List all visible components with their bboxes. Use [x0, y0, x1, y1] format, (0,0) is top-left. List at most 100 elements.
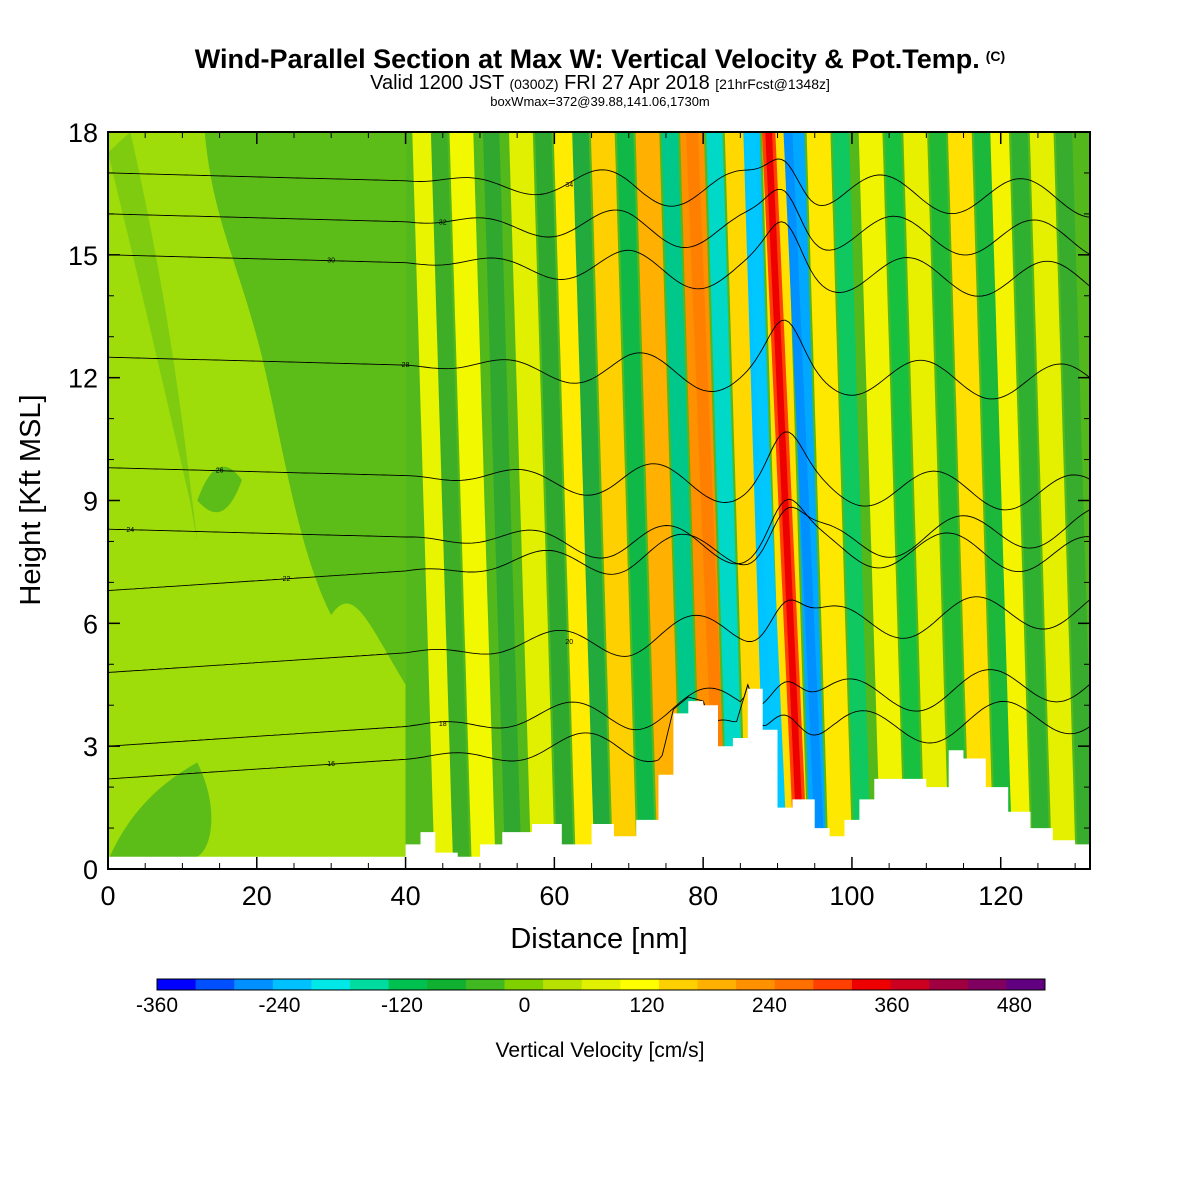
- colorbar-swatch: [929, 979, 969, 990]
- axes: 0 20 40 60 80 100 120 0 3 6 9 12 15 18: [68, 118, 1090, 911]
- field-patch: [197, 466, 242, 513]
- updraft-band: [590, 132, 637, 869]
- colorbar-frame: [156, 978, 1046, 991]
- colorbar-swatch: [465, 979, 505, 990]
- subtitle-date: FRI 27 Apr 2018: [564, 72, 710, 94]
- colorbar-swatch: [736, 979, 776, 990]
- downdraft-band: [482, 132, 522, 869]
- terrain-mask: [108, 688, 1090, 869]
- downdraft-band: [1011, 132, 1050, 869]
- strong-updraft: [686, 132, 728, 869]
- y-tick-label: 9: [83, 487, 98, 517]
- terrain: [108, 688, 1090, 869]
- downdraft-band: [572, 132, 611, 869]
- colorbar-swatch: [620, 979, 660, 990]
- isentrope-line: [108, 669, 1090, 747]
- updraft-band: [724, 132, 771, 869]
- colorbar-swatch: [427, 979, 467, 990]
- isentrope-label: 30: [327, 258, 335, 265]
- colorbar-tick-label: 240: [752, 994, 787, 1017]
- isentrope-line: [108, 506, 1090, 592]
- updraft-band: [903, 132, 950, 869]
- colorbar-swatch: [581, 979, 621, 990]
- colorbar-tick-label: 120: [629, 994, 664, 1017]
- isentrope-label: 34: [565, 182, 573, 189]
- colorbar-tick-label: 0: [519, 994, 531, 1017]
- colorbar-tick-label: -360: [136, 994, 178, 1017]
- colorbar-swatch: [350, 979, 390, 990]
- isentrope-label: 20: [565, 639, 573, 646]
- isentrope-line: [108, 431, 1090, 511]
- core-downdraft: [783, 132, 826, 869]
- colorbar-swatch: [504, 979, 544, 990]
- downdraft-band: [706, 132, 745, 869]
- isentrope-line: [108, 158, 1090, 218]
- colorbar-tick-label: -120: [381, 994, 423, 1017]
- subtitle-forecast: [21hrFcst@1348z]: [715, 76, 830, 92]
- isentrope-label: 16: [327, 761, 335, 768]
- box-info: boxWmax=372@39.88,141.06,1730m: [490, 94, 710, 109]
- downdraft-band: [661, 132, 701, 869]
- isentrope-label: 28: [402, 362, 410, 369]
- isentrope-line: [108, 188, 1090, 256]
- downdraft-band: [1055, 132, 1090, 869]
- isentrope-line: [108, 498, 1090, 573]
- updraft-band: [947, 132, 994, 869]
- downdraft-band: [929, 132, 968, 869]
- updraft-band: [985, 132, 1032, 869]
- y-tick-label: 0: [83, 855, 98, 885]
- colorbar-swatch: [272, 979, 312, 990]
- subtitle-utc: (0300Z): [509, 76, 559, 92]
- y-tick-label: 3: [83, 732, 98, 762]
- downdraft-band: [973, 132, 1013, 869]
- chart-subtitle: Valid 1200 JST (0300Z) FRI 27 Apr 2018 […: [0, 72, 1200, 95]
- chart-title: Wind-Parallel Section at Max W: Vertical…: [194, 44, 1006, 74]
- y-axis-label: Height [Kft MSL]: [15, 394, 47, 605]
- colorbar-swatch: [658, 979, 699, 990]
- y-tick-label: 15: [68, 241, 98, 271]
- downdraft-band: [430, 132, 470, 869]
- subtitle-time: Valid 1200 JST: [370, 72, 504, 94]
- colorbar-swatch: [813, 979, 853, 990]
- updraft-band: [806, 132, 853, 869]
- y-tick-label: 12: [68, 364, 98, 394]
- x-axis-label: Distance [nm]: [510, 923, 687, 955]
- updraft-band: [412, 132, 459, 869]
- colorbar-tick-label: 360: [874, 994, 909, 1017]
- isentrope-label: 24: [126, 527, 134, 534]
- colorbar-swatch: [890, 979, 930, 990]
- core-downdraft: [744, 132, 788, 869]
- x-tick-label: 20: [242, 881, 272, 911]
- colorbar-swatch: [234, 979, 274, 990]
- isentrope-label: 32: [439, 220, 447, 227]
- updraft-band: [635, 132, 682, 869]
- isentrope-label: 18: [439, 721, 447, 728]
- colorbar-tick-label: 480: [997, 994, 1032, 1017]
- colorbar-swatch: [774, 979, 814, 990]
- x-tick-label: 60: [539, 881, 569, 911]
- isentrope-lines: 16 18 20 22 24 26 28 30 32 34: [108, 158, 1090, 780]
- isentrope-line: [108, 319, 1090, 400]
- field-patch: [108, 132, 198, 542]
- colorbar-swatch: [543, 979, 583, 990]
- field-patch: [108, 762, 212, 861]
- colorbar: -360 -240 -120 0 120 240 360 480: [136, 978, 1046, 1017]
- colorbar-swatch: [195, 979, 235, 990]
- updraft-band: [1029, 132, 1076, 869]
- colorbar-swatch: [157, 979, 197, 990]
- isentrope-line: [108, 683, 1090, 780]
- x-tick-label: 0: [100, 881, 115, 911]
- field-patch: [204, 132, 406, 685]
- updraft-band: [553, 132, 600, 869]
- downdraft-band: [535, 132, 574, 869]
- isentrope-line: [108, 221, 1090, 297]
- isentrope-label: 22: [283, 576, 291, 583]
- colorbar-label: Vertical Velocity [cm/s]: [496, 1039, 705, 1062]
- x-tick-label: 40: [391, 881, 421, 911]
- colorbar-tick-label: -240: [258, 994, 300, 1017]
- y-tick-label: 18: [68, 118, 98, 148]
- isentrope-line: [108, 596, 1090, 673]
- y-tick-label: 6: [83, 609, 98, 639]
- colorbar-swatch: [311, 979, 351, 990]
- colorbar-swatch: [1006, 979, 1046, 990]
